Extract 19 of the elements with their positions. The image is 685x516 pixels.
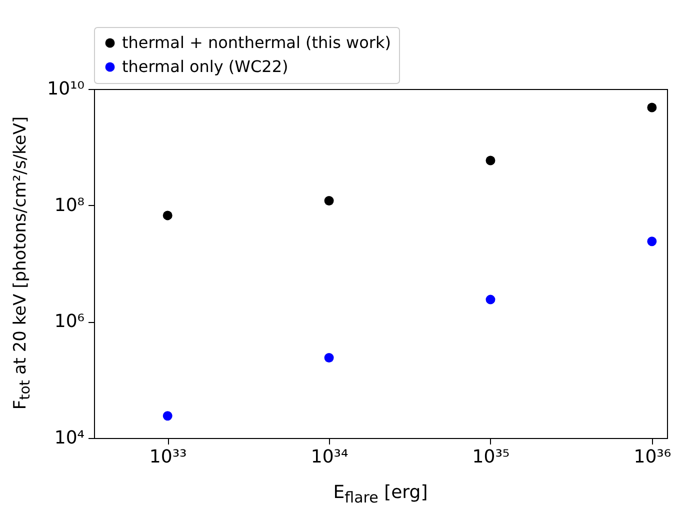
point bbox=[162, 210, 172, 220]
x-tick-label: 10³⁵ bbox=[472, 446, 510, 468]
point bbox=[162, 411, 172, 421]
legend-label: thermal only (WC22) bbox=[122, 57, 288, 76]
point bbox=[324, 352, 334, 362]
y-tick-label: 10⁴ bbox=[54, 428, 84, 448]
x-tick-label: 10³⁶ bbox=[634, 446, 672, 468]
point bbox=[324, 196, 334, 206]
y-tick-label: 10⁸ bbox=[54, 194, 84, 216]
point bbox=[647, 102, 657, 112]
x-tick-label: 10³³ bbox=[149, 446, 187, 468]
y-tick-label: 10¹⁰ bbox=[47, 78, 84, 100]
point bbox=[647, 236, 657, 246]
point bbox=[486, 156, 496, 166]
point bbox=[486, 294, 496, 304]
x-axis-title: E$_{flare}$ [erg] bbox=[332, 482, 429, 507]
x-tick-label: 10³⁴ bbox=[310, 446, 348, 468]
legend-label: thermal + nonthermal (this work) bbox=[122, 33, 391, 52]
y-tick-label: 10⁶ bbox=[54, 311, 84, 332]
